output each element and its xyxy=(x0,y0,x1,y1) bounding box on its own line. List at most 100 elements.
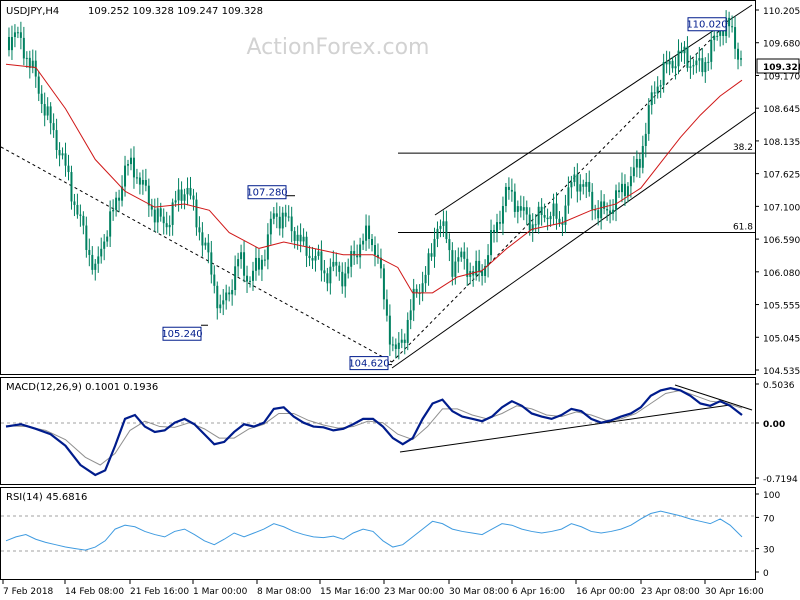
annotation-label: 110.020 xyxy=(686,20,727,31)
candle-body xyxy=(287,216,290,218)
candle-body xyxy=(359,244,362,258)
candle-body xyxy=(296,234,299,241)
candle-body xyxy=(475,260,478,276)
candle-body xyxy=(246,275,249,282)
candle-body xyxy=(656,86,659,94)
time-tick-label: 14 Feb 08:00 xyxy=(65,587,124,597)
candle-body xyxy=(379,257,382,269)
candle-body xyxy=(278,216,281,229)
candle-body xyxy=(498,222,501,224)
candle-body xyxy=(418,293,421,295)
candle-body xyxy=(638,158,641,168)
candle-body xyxy=(466,258,469,277)
candle-body xyxy=(653,92,656,94)
price-tick-label: 106.080 xyxy=(763,269,800,279)
candle-body xyxy=(275,213,278,217)
candle-body xyxy=(362,240,365,245)
annotation-box xyxy=(247,185,287,200)
candle-body xyxy=(620,183,623,193)
candle-body xyxy=(314,255,317,261)
candle-body xyxy=(326,273,329,284)
candle-body xyxy=(249,280,252,282)
macd-tick-label: 0.00 xyxy=(763,420,785,430)
candle-body xyxy=(567,187,570,206)
rsi-title: RSI(14) 45.6816 xyxy=(6,492,87,503)
candle-body xyxy=(537,206,540,225)
candle-body xyxy=(406,319,409,343)
candle-body xyxy=(13,32,16,38)
candle-body xyxy=(37,76,40,94)
candle-body xyxy=(650,92,653,106)
candle-body xyxy=(210,252,213,275)
candle-body xyxy=(501,206,504,224)
candle-body xyxy=(507,186,510,190)
annotation-box xyxy=(349,356,389,371)
macd-panel-frame xyxy=(0,377,756,485)
candle-body xyxy=(385,299,388,316)
candle-body xyxy=(299,234,302,242)
candle-body xyxy=(100,248,103,257)
candle-body xyxy=(457,257,460,262)
candle-body xyxy=(219,304,222,309)
candle-body xyxy=(338,265,341,272)
candle-body xyxy=(243,252,246,276)
candle-body xyxy=(147,185,150,206)
price-tick-label: 108.135 xyxy=(763,138,800,148)
candle-body xyxy=(305,236,308,256)
price-tick-label: 110.205 xyxy=(763,7,800,17)
candle-body xyxy=(388,315,391,345)
annotation-label: 105.240 xyxy=(161,329,202,340)
time-tick-label: 7 Feb 2018 xyxy=(3,587,54,597)
candle-body xyxy=(189,187,192,196)
candle-body xyxy=(85,225,88,250)
candle-body xyxy=(94,263,97,270)
candle-body xyxy=(704,62,707,73)
last-price-label: 109.328 xyxy=(763,63,800,73)
candle-body xyxy=(156,208,159,223)
projection-line xyxy=(391,21,729,363)
candle-body xyxy=(403,339,406,343)
candle-body xyxy=(558,218,561,223)
last-price-box xyxy=(756,58,800,74)
candle-body xyxy=(695,60,698,66)
candle-body xyxy=(263,259,266,261)
candle-body xyxy=(204,242,207,246)
candle-body xyxy=(677,50,680,67)
candle-body xyxy=(412,288,415,311)
macd-trend-line-2 xyxy=(674,384,753,411)
candle-body xyxy=(409,310,412,320)
macd-axis: 0.5036 0.00 -0.7194 xyxy=(755,381,798,485)
candle-body xyxy=(543,214,546,218)
candle-body xyxy=(564,205,567,225)
candle-body xyxy=(716,35,719,37)
candle-body xyxy=(329,266,332,284)
last-price-marker: 109.328 xyxy=(756,58,800,74)
candle-body xyxy=(311,258,314,261)
candle-body xyxy=(129,157,132,165)
candle-body xyxy=(728,17,731,27)
candle-body xyxy=(112,209,115,212)
candle-body xyxy=(180,189,183,201)
price-tick-label: 107.100 xyxy=(763,203,800,213)
candle-body xyxy=(510,189,513,192)
price-tick-label: 106.590 xyxy=(763,236,800,246)
candle-body xyxy=(192,195,195,200)
candle-body xyxy=(198,227,201,233)
price-tick-label: 105.045 xyxy=(763,334,800,344)
rsi-panel-frame xyxy=(0,487,756,580)
candle-body xyxy=(644,133,647,147)
candle-body xyxy=(121,186,124,201)
candle-body xyxy=(290,216,293,232)
macd-trend-line-1 xyxy=(399,404,731,453)
candle-body xyxy=(534,224,537,226)
price-tick-label: 108.645 xyxy=(763,105,800,115)
candle-body xyxy=(632,167,635,177)
candle-body xyxy=(612,209,615,214)
candle-body xyxy=(597,210,600,219)
candle-body xyxy=(439,225,442,229)
candle-body xyxy=(40,93,43,104)
candle-body xyxy=(171,202,174,225)
time-axis: 7 Feb 2018 14 Feb 08:00 21 Feb 16:00 1 Mar … xyxy=(2,580,764,597)
candle-body xyxy=(207,242,210,253)
